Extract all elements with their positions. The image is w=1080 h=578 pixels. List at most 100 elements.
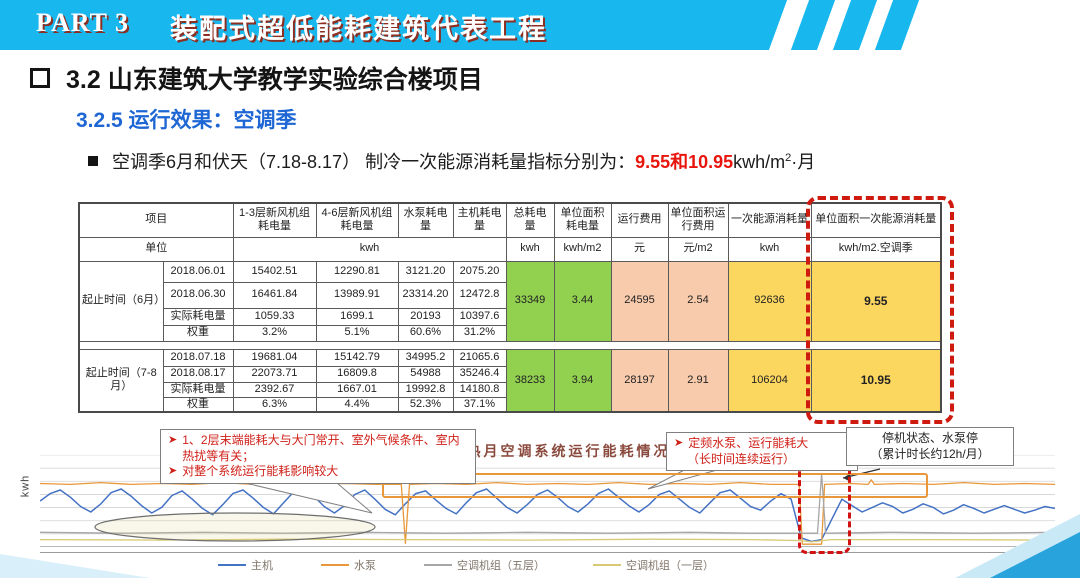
table-cell: 15142.79 [315,348,399,367]
bullet-square-icon [88,156,98,166]
annotation-line: 定频水泵、运行能耗大 [688,436,809,450]
table-cell: 2018.07.18 [162,348,234,367]
table-unit-cell: 单位 [78,236,234,262]
table-cell: 2018.06.01 [162,260,234,283]
table-row: 2018.06.30 16461.84 13989.91 23314.20 12472.… [79,281,941,309]
table-summary-cell: 2.54 [667,260,729,342]
chart-legend: 主机 水泵 空调机组（五层） 空调机组（一层） [0,557,1080,573]
table-summary-cell: 24595 [610,260,669,342]
corner-decoration-left [0,554,150,578]
table-header-cell: 1-3层新风机组耗电量 [232,202,317,238]
banner-stripe [790,0,836,50]
table-cell: 34995.2 [397,348,454,367]
chart-baseline [40,552,1055,553]
legend-item: 空调机组（一层） [593,557,714,573]
energy-table: 项目 1-3层新风机组耗电量 4-6层新风机组耗电量 水泵耗电量 主机耗电量 总… [78,202,942,414]
table-cell: 2018.08.17 [162,365,234,383]
table-summary-cell: 3.44 [553,260,612,342]
table-header-cell: 单位面积一次能源消耗量 [810,202,942,238]
table-cell: 16809.8 [315,365,399,383]
table-spacer-cell [79,340,941,350]
table-row: 权重 6.3% 4.4% 52.3% 37.1% [79,396,941,413]
table-cell: 实际耗电量 [162,307,234,326]
statement-text: 空调季6月和伏天（7.18-8.17） 制冷一次能源消耗量指标分别为：9.55和… [112,152,816,172]
table-unit-cell: kwh [727,236,812,262]
table-cell: 6.3% [232,396,317,413]
table-cell: 1699.1 [315,307,399,326]
table-unit-cell: kwh [505,236,555,262]
table-cell: 37.1% [452,396,507,413]
table-cell: 权重 [162,324,234,342]
table-row: 2018.08.17 22073.71 16809.8 54988 35246.4 [79,365,941,383]
table-row: 起止时间（7-8月） 2018.07.18 19681.04 15142.79 3499… [78,348,942,413]
annotation-line: 停机状态、水泵停 [881,431,978,445]
table-row: 起止时间（6月） 2018.06.01 15402.51 12290.81 3121.2… [78,260,942,342]
table-cell: 16461.84 [232,281,317,309]
table-cell: 实际耗电量 [162,381,234,398]
table-spacer-row [79,340,941,350]
table-summary-cell: 92636 [727,260,812,342]
table-summary-cell: 38233 [505,348,555,413]
table-header-cell: 一次能源消耗量 [727,202,812,238]
table-cell: 23314.20 [397,281,454,309]
table-cell: 20193 [397,307,454,326]
table-summary-cell: 2.91 [667,348,729,413]
table-header-row: 项目 1-3层新风机组耗电量 4-6层新风机组耗电量 水泵耗电量 主机耗电量 总… [78,202,942,238]
table-header-cell: 总耗电量 [505,202,555,238]
table-header-cell: 水泵耗电量 [397,202,454,238]
table-unit-cell: kwh/m2 [553,236,612,262]
legend-swatch [321,564,349,566]
table-cell: 2392.67 [232,381,317,398]
legend-item: 主机 [218,557,273,573]
table-row: 实际耗电量 2392.67 1667.01 19992.8 14180.8 [79,381,941,398]
table-cell: 2075.20 [452,260,507,283]
table-cell: 21065.6 [452,348,507,367]
table-unit-cell: kwh/m2.空调季 [810,236,942,262]
table-summary-cell: 106204 [727,348,812,413]
table-cell: 1667.01 [315,381,399,398]
square-bullet-icon [30,68,50,88]
table-row: 权重 3.2% 5.1% 60.6% 31.2% [79,324,941,342]
table-group-cell: 起止时间（7-8月） [78,348,164,413]
chart-title: 最热月空调系统运行能耗情况 [449,445,671,460]
table-group-cell: 起止时间（6月） [78,260,164,342]
low-consumption-ellipse [94,512,376,542]
corner-decoration-right [990,532,1080,578]
table-header-cell: 4-6层新风机组耗电量 [315,202,399,238]
annotation-shutdown: 停机状态、水泵停 （累计时长约12h/月） [846,427,1014,467]
table-summary-cell: 3.94 [553,348,612,413]
series-line [40,479,1055,545]
table-cell: 3.2% [232,324,317,342]
annotation-line: （长时间连续运行） [687,451,796,466]
arrow-bullet-icon: ➤ [168,434,178,446]
energy-chart: kwh 最热月空调系统运行能耗情况 ➤ 1、2层末端能耗大与大门常开、室外气候条… [19,425,1060,556]
table-cell: 10397.6 [452,307,507,326]
table-summary-cell: 9.55 [810,260,942,342]
chart-plot [40,455,1055,547]
table-cell: 权重 [162,396,234,413]
top-banner: PART 3 装配式超低能耗建筑代表工程 [0,0,1080,50]
table-cell: 54988 [397,365,454,383]
table-summary-cell: 28197 [610,348,669,413]
table-cell: 60.6% [397,324,454,342]
annotation-terminal-energy: ➤ 1、2层末端能耗大与大门常开、室外气候条件、室内热扰等有关； ➤ 对整个系统… [160,429,476,484]
table-cell: 5.1% [315,324,399,342]
legend-label: 空调机组（一层） [626,560,714,572]
arrow-bullet-icon: ➤ [674,437,684,449]
y-axis-label: kwh [19,474,32,498]
table-cell: 12472.8 [452,281,507,309]
table-unit-cell: 元/m2 [667,236,729,262]
table-cell: 12290.81 [315,260,399,283]
banner-stripe [874,0,920,50]
table-cell: 15402.51 [232,260,317,283]
table-cell: 19992.8 [397,381,454,398]
banner-stripe [832,0,878,50]
table-cell: 3121.20 [397,260,454,283]
table-summary-cell: 10.95 [810,348,942,413]
annotation-line: （累计时长约12h/月） [870,446,990,461]
table-header-cell: 单位面积运行费用 [667,202,729,238]
annotation-line: 1、2层末端能耗大与大门常开、室外气候条件、室内热扰等有关； [182,433,460,463]
legend-item: 空调机组（五层） [424,557,545,573]
table-unit-cell: kwh [232,236,507,262]
